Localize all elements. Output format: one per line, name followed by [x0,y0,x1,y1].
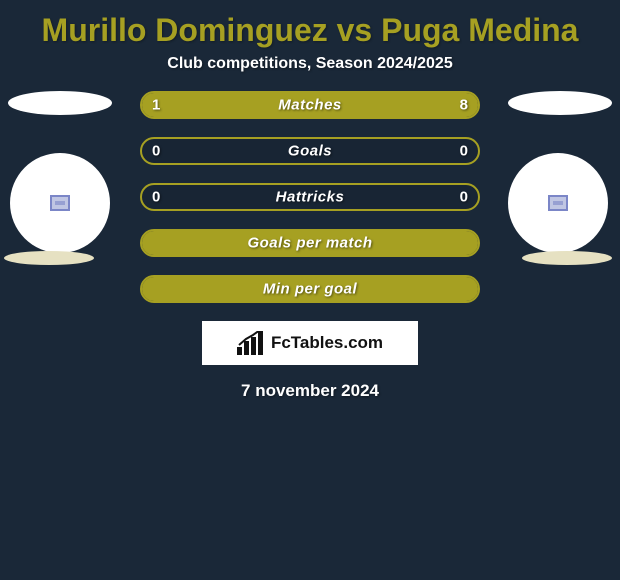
stat-bars: 18Matches 00Goals 00Hattricks Goals per mat… [140,91,480,303]
right-badge-shadow [522,251,612,265]
stat-row: 00Goals [140,137,480,165]
stat-label: Min per goal [142,281,478,298]
right-team-badge [508,153,608,253]
stat-label: Hattricks [142,189,478,206]
stat-label: Goals [142,143,478,160]
right-player-column [508,91,612,265]
stat-row: 00Hattricks [140,183,480,211]
stat-row: Goals per match [140,229,480,257]
shield-icon [548,195,568,211]
left-decoration-ellipse [8,91,112,115]
stat-label: Goals per match [142,235,478,252]
page-subtitle: Club competitions, Season 2024/2025 [0,53,620,91]
stat-row: 18Matches [140,91,480,119]
date-label: 7 november 2024 [0,365,620,401]
stat-label: Matches [142,97,478,114]
comparison-area: 18Matches 00Goals 00Hattricks Goals per mat… [0,91,620,401]
brand-box: FcTables.com [202,321,418,365]
stat-row: Min per goal [140,275,480,303]
left-player-column [8,91,112,265]
shield-icon [50,195,70,211]
left-badge-shadow [4,251,94,265]
right-decoration-ellipse [508,91,612,115]
left-team-badge [10,153,110,253]
brand-text: FcTables.com [271,333,383,353]
page-title: Murillo Dominguez vs Puga Medina [0,0,620,53]
brand-chart-icon [237,331,265,355]
